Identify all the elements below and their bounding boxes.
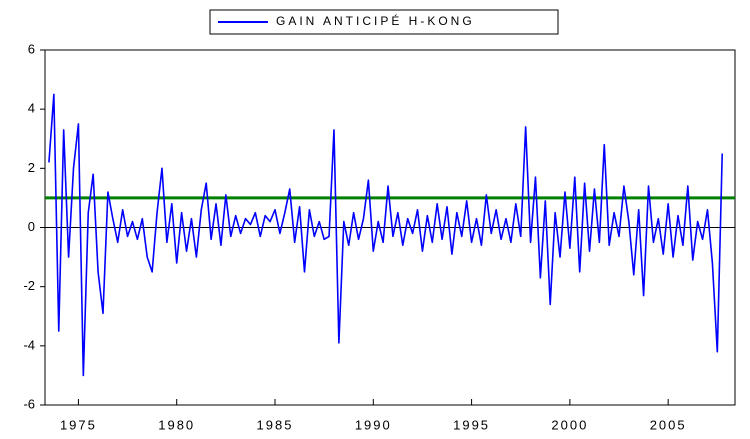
x-tick-label: 1980 (158, 417, 195, 432)
y-tick-label: 2 (28, 160, 35, 175)
x-tick-label: 1990 (355, 417, 392, 432)
y-tick-label: -6 (23, 396, 35, 411)
y-tick-label: -2 (23, 278, 35, 293)
y-tick-label: -4 (23, 337, 35, 352)
x-tick-label: 2005 (650, 417, 687, 432)
legend-label: GAIN ANTICIPÉ H-KONG (276, 13, 475, 28)
y-tick-label: 0 (28, 219, 35, 234)
x-tick-label: 1995 (453, 417, 490, 432)
x-tick-label: 1985 (257, 417, 294, 432)
y-tick-label: 4 (28, 101, 35, 116)
x-tick-label: 2000 (551, 417, 588, 432)
series-line (48, 93, 724, 377)
x-tick-label: 1975 (60, 417, 97, 432)
y-tick-label: 6 (28, 41, 35, 56)
